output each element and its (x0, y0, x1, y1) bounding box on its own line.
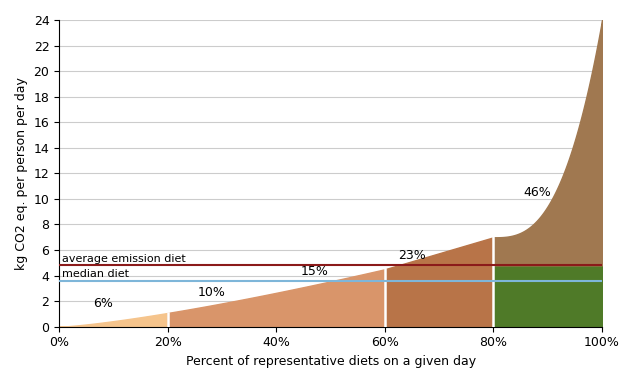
X-axis label: Percent of representative diets on a given day: Percent of representative diets on a giv… (185, 355, 476, 368)
Y-axis label: kg CO2 eq. per person per day: kg CO2 eq. per person per day (15, 77, 28, 270)
Text: 10%: 10% (197, 286, 225, 299)
Text: median diet: median diet (62, 269, 129, 280)
Text: 6%: 6% (93, 297, 112, 310)
Text: 15%: 15% (300, 265, 328, 278)
Text: 46%: 46% (523, 186, 551, 199)
Text: average emission diet: average emission diet (62, 254, 185, 264)
Text: 23%: 23% (398, 249, 426, 262)
